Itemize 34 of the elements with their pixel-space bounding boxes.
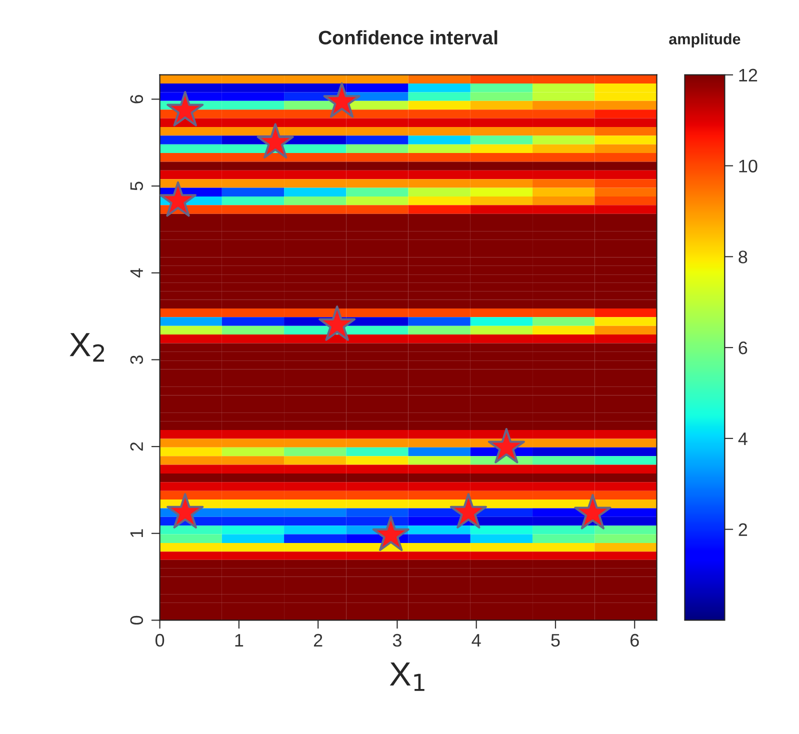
color-bar-label: 12 bbox=[739, 68, 758, 82]
color-bar-label: 10 bbox=[739, 160, 758, 172]
point bbox=[318, 306, 356, 341]
y-tick-label: 4 bbox=[130, 268, 143, 278]
color-bar-label: 2 bbox=[738, 523, 748, 536]
y-tick-label: 2 bbox=[130, 442, 143, 451]
point bbox=[160, 181, 197, 217]
x-tick-label: 6 bbox=[630, 634, 639, 647]
color-bar-label: 6 bbox=[738, 341, 748, 354]
point bbox=[166, 91, 204, 126]
point bbox=[166, 493, 204, 528]
x-tick-label: 2 bbox=[314, 634, 322, 647]
point bbox=[574, 494, 612, 530]
x-axis-title: X$_{1}$ bbox=[390, 662, 424, 691]
x-tick-label: 5 bbox=[551, 634, 560, 647]
color-bar-label: 8 bbox=[738, 250, 748, 264]
point bbox=[372, 516, 410, 552]
y-tick-label: 6 bbox=[130, 94, 144, 104]
x-tick-label: 1 bbox=[235, 634, 244, 647]
point bbox=[323, 82, 360, 118]
point bbox=[256, 123, 294, 159]
color-bar-label: 4 bbox=[738, 432, 748, 445]
y-tick-label: 0 bbox=[130, 616, 144, 625]
y-axis-title: X$_{2}$ bbox=[70, 333, 104, 362]
x-tick-label: 0 bbox=[155, 634, 164, 647]
y-tick-label: 5 bbox=[130, 182, 144, 190]
y-tick-label: 1 bbox=[130, 529, 143, 538]
x-tick-label: 4 bbox=[472, 634, 481, 647]
point bbox=[450, 493, 487, 528]
y-tick-label: 3 bbox=[130, 355, 144, 364]
chart-title: Confidence interval bbox=[318, 30, 498, 45]
point bbox=[488, 428, 525, 464]
color-bar-title: amplitude bbox=[669, 33, 740, 48]
x-tick-label: 3 bbox=[392, 634, 402, 647]
